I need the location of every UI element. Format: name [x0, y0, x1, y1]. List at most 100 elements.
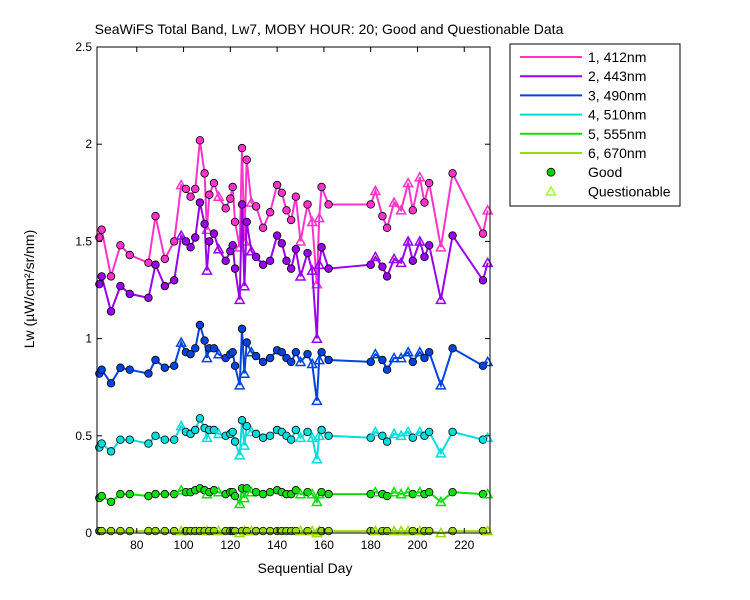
data-point-questionable — [313, 212, 326, 223]
data-point-good — [424, 348, 434, 357]
data-point-questionable — [369, 425, 382, 437]
data-point-questionable — [311, 332, 323, 343]
data-point-good — [424, 241, 434, 250]
data-point-good — [448, 487, 457, 497]
data-point-good — [116, 526, 125, 536]
data-point-good — [242, 338, 251, 347]
data-point-good — [317, 487, 326, 497]
legend-label-1: 1, 412nm — [588, 49, 646, 65]
data-point-good — [125, 489, 134, 499]
data-point-good — [324, 200, 333, 209]
x-axis-label: Sequential Day — [258, 560, 353, 576]
data-point-good — [324, 264, 333, 273]
legend-label-good: Good — [588, 164, 622, 180]
data-point-good — [144, 439, 153, 448]
data-point-good — [251, 351, 261, 361]
data-point-questionable — [311, 453, 323, 464]
data-point-good — [420, 252, 429, 262]
data-point-good — [282, 256, 291, 266]
data-point-good — [160, 281, 170, 291]
data-point-good — [221, 256, 230, 266]
data-point-good — [286, 435, 296, 444]
chart-title: SeaWiFS Total Band, Lw7, MOBY HOUR: 20; … — [95, 21, 564, 37]
series-4 — [95, 414, 494, 464]
data-point-questionable — [212, 525, 225, 536]
data-point-questionable — [435, 447, 447, 458]
y-tick-label: 1 — [85, 332, 92, 346]
data-point-questionable — [245, 196, 258, 207]
x-tick-label: 120 — [220, 538, 240, 552]
x-tick-label: 180 — [361, 538, 381, 552]
plot-area — [95, 47, 494, 538]
data-point-good — [408, 256, 418, 266]
legend-label-2: 2, 443nm — [588, 68, 646, 84]
data-point-good — [230, 217, 240, 227]
data-point-questionable — [212, 243, 225, 254]
legend-label-questionable: Questionable — [588, 183, 671, 199]
data-point-questionable — [294, 488, 307, 499]
data-point-questionable — [435, 495, 447, 507]
data-point-questionable — [175, 336, 187, 347]
data-point-questionable — [311, 394, 323, 406]
data-point-good — [125, 250, 134, 260]
data-point-good — [169, 361, 179, 371]
data-point-good — [151, 431, 160, 440]
data-point-good — [205, 190, 214, 199]
data-point-good — [237, 200, 247, 209]
legend-box — [509, 43, 681, 207]
x-tick-label: 220 — [454, 538, 474, 552]
data-point-questionable — [306, 431, 318, 443]
data-point-good — [228, 348, 237, 357]
data-point-good — [303, 349, 312, 359]
data-point-good — [324, 489, 333, 499]
data-point-questionable — [395, 351, 407, 363]
data-point-good — [303, 427, 312, 437]
data-point-good — [277, 188, 287, 197]
data-point-questionable — [414, 235, 426, 246]
data-point-good — [424, 487, 434, 497]
data-point-good — [195, 414, 205, 423]
data-point-questionable — [395, 256, 407, 268]
data-point-questionable — [369, 184, 382, 196]
x-tick-label: 160 — [314, 538, 334, 552]
series-3 — [95, 320, 494, 406]
legend-label-5: 5, 555nm — [588, 126, 646, 142]
data-point-good — [97, 491, 106, 501]
data-point-good — [277, 239, 287, 248]
legend-label-3: 3, 490nm — [588, 87, 646, 103]
data-point-good — [291, 425, 301, 435]
data-point-good — [378, 211, 387, 221]
data-point-questionable — [395, 204, 407, 215]
data-point-good — [242, 155, 251, 164]
data-point-good — [324, 526, 333, 536]
data-point-good — [366, 200, 375, 209]
data-point-questionable — [402, 177, 414, 188]
data-point-questionable — [306, 525, 318, 536]
data-point-good — [448, 231, 457, 240]
series-5 — [95, 484, 494, 509]
data-point-good — [317, 425, 326, 435]
data-point-questionable — [294, 431, 307, 443]
data-point-questionable — [306, 264, 318, 275]
data-point-questionable — [435, 293, 447, 305]
data-point-good — [151, 355, 160, 365]
data-point-questionable — [388, 252, 400, 264]
data-point-good — [151, 489, 160, 499]
data-point-good — [181, 237, 191, 246]
y-tick-label: 1.5 — [75, 234, 92, 248]
data-point-questionable — [414, 346, 426, 357]
legend-label-6: 6, 670nm — [588, 145, 646, 161]
data-point-questionable — [388, 486, 400, 497]
data-point-good — [228, 427, 237, 437]
data-point-questionable — [388, 351, 400, 363]
data-point-good — [97, 225, 106, 234]
data-point-good — [125, 365, 134, 374]
data-point-good — [160, 526, 170, 536]
data-point-questionable — [311, 495, 323, 507]
data-point-good — [116, 363, 125, 372]
x-tick-label: 140 — [267, 538, 287, 552]
data-point-questionable — [402, 235, 414, 246]
y-axis-label: Lw (µW/cm²/sr/nm) — [21, 230, 37, 349]
data-point-good — [186, 349, 195, 359]
